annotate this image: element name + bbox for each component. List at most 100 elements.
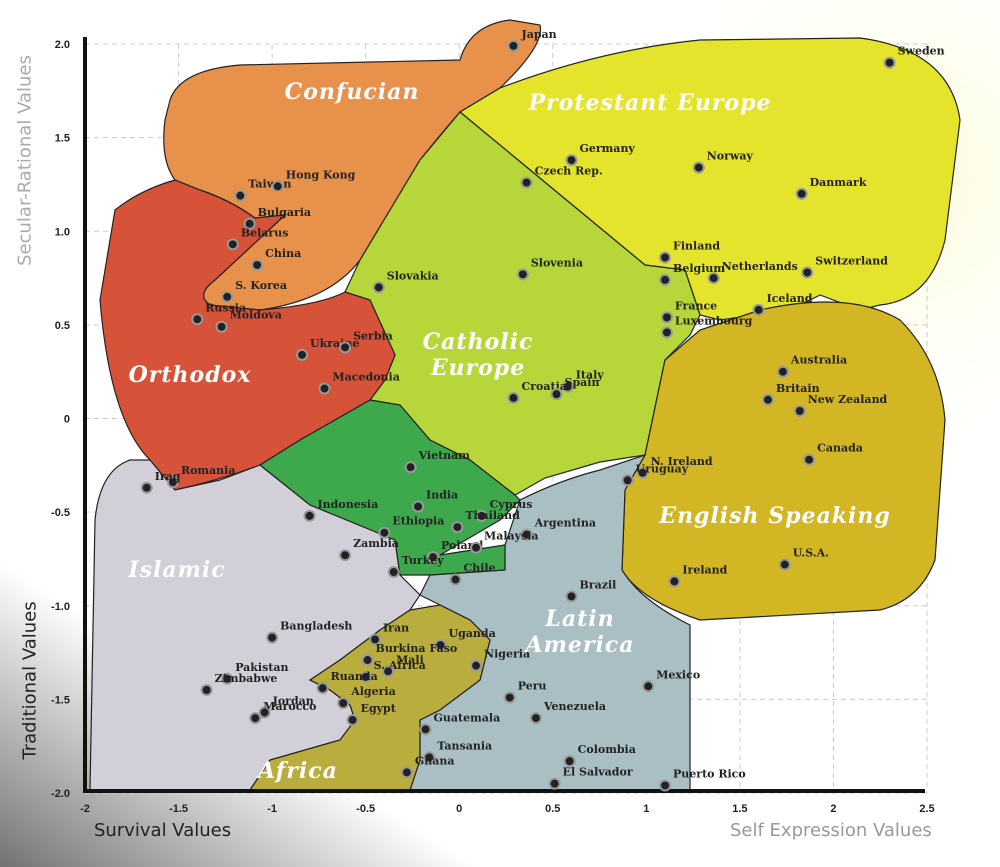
point-marker <box>339 341 352 354</box>
point-label: Ghana <box>415 754 455 767</box>
data-point: Canada <box>803 442 863 466</box>
point-label: Bangladesh <box>280 620 352 633</box>
point-marker <box>883 56 896 69</box>
data-point: Puerto Rico <box>659 768 746 792</box>
point-label: Colombia <box>578 743 636 756</box>
point-marker <box>565 590 578 603</box>
data-point: Pakistan <box>221 661 289 685</box>
region-shape <box>621 301 946 621</box>
data-point: Peru <box>503 680 547 704</box>
point-label: Russia <box>205 301 246 314</box>
data-point: Ireland <box>668 563 728 588</box>
point-marker <box>636 466 649 479</box>
region-shape <box>458 37 961 321</box>
data-point: Thailand <box>451 509 520 534</box>
point-marker <box>520 176 533 189</box>
data-point: Indonesia <box>303 498 379 522</box>
data-point: Belarus <box>226 226 288 251</box>
point-label: Luxembourg <box>675 314 753 327</box>
data-point: India <box>412 489 458 513</box>
data-point: Jordan <box>258 694 314 719</box>
point-marker <box>707 272 720 285</box>
point-marker <box>451 521 464 534</box>
point-label: Ukraine <box>310 337 359 350</box>
point-marker <box>550 388 563 401</box>
point-marker <box>251 258 264 271</box>
point-marker <box>378 526 391 539</box>
y-tick-label: -1.0 <box>51 601 70 613</box>
point-marker <box>372 281 385 294</box>
point-marker <box>221 290 234 303</box>
data-point: Russia <box>191 301 246 326</box>
data-point: Uruguay <box>621 462 689 487</box>
x-tick-label: -0.5 <box>356 803 375 815</box>
point-marker <box>668 575 681 588</box>
point-label: Marocco <box>263 700 316 713</box>
point-marker <box>752 303 765 316</box>
point-marker <box>548 777 561 790</box>
data-point: Ethiopia <box>378 515 444 539</box>
y-tick-label: 1.5 <box>55 133 70 145</box>
point-label: Uganda <box>449 627 496 640</box>
data-point: Germany <box>565 142 635 167</box>
point-label: Sweden <box>898 45 945 58</box>
point-marker <box>419 723 432 736</box>
data-point: Zambia <box>339 537 399 562</box>
point-label: Romania <box>181 464 236 477</box>
data-point: Uganda <box>434 627 496 652</box>
data-point: El Salvador <box>548 766 633 790</box>
x-tick-label: -1 <box>267 803 277 815</box>
region-shape <box>248 604 491 791</box>
point-label: Turkey <box>402 554 445 567</box>
data-point: Venezuela <box>529 700 606 725</box>
data-point: Ghana <box>400 754 455 779</box>
point-label: Italy <box>576 369 605 382</box>
data-point: S. Korea <box>221 279 287 303</box>
region-label: Protestant Europe <box>528 90 772 116</box>
x-tick-label: 0.5 <box>545 803 560 815</box>
y-tick-label: -0.5 <box>51 507 70 519</box>
point-marker <box>470 659 483 672</box>
point-label: Hong Kong <box>286 168 356 181</box>
data-point: Spain <box>550 376 599 401</box>
data-point: Argentina <box>520 517 596 541</box>
point-label: Canada <box>817 442 863 455</box>
data-point: Norway <box>692 150 754 174</box>
data-point: Australia <box>776 354 847 378</box>
data-point: Slovenia <box>516 256 583 281</box>
y-axis-title: Secular-Rational Values <box>14 55 36 266</box>
data-point: Zimbabwe <box>200 672 277 697</box>
data-point: Finland <box>659 239 720 264</box>
data-point: Ruanda <box>316 670 378 695</box>
point-label: Nigeria <box>484 648 530 661</box>
y-tick-label: -1.5 <box>51 694 70 706</box>
point-label: Serbia <box>353 329 393 342</box>
point-label: Iraq <box>155 470 181 483</box>
point-label: Macedonia <box>333 371 400 384</box>
point-label: Iran <box>383 621 409 634</box>
point-marker <box>221 672 234 685</box>
point-marker <box>369 633 382 646</box>
x-tick-label: 2.5 <box>919 803 934 815</box>
point-label: Indonesia <box>318 498 379 511</box>
point-label: Venezuela <box>543 700 606 713</box>
point-marker <box>382 665 395 678</box>
point-marker <box>387 566 400 579</box>
region-label: Orthodox <box>128 362 252 388</box>
point-marker <box>316 682 329 695</box>
point-label: France <box>675 299 717 312</box>
region-label: Confucian <box>284 79 420 105</box>
point-marker <box>660 311 673 324</box>
point-marker <box>507 39 520 52</box>
point-marker <box>215 320 228 333</box>
point-marker <box>200 684 213 697</box>
point-label: Bulgaria <box>258 206 311 219</box>
point-marker <box>449 573 462 586</box>
point-label: Ireland <box>682 563 727 576</box>
y-tick-label: 0 <box>64 414 70 426</box>
point-label: Jordan <box>272 694 314 707</box>
point-label: Vietnam <box>418 449 471 462</box>
region-label: Islamic <box>128 557 226 583</box>
point-marker <box>778 558 791 571</box>
data-point: Iran <box>369 621 409 646</box>
